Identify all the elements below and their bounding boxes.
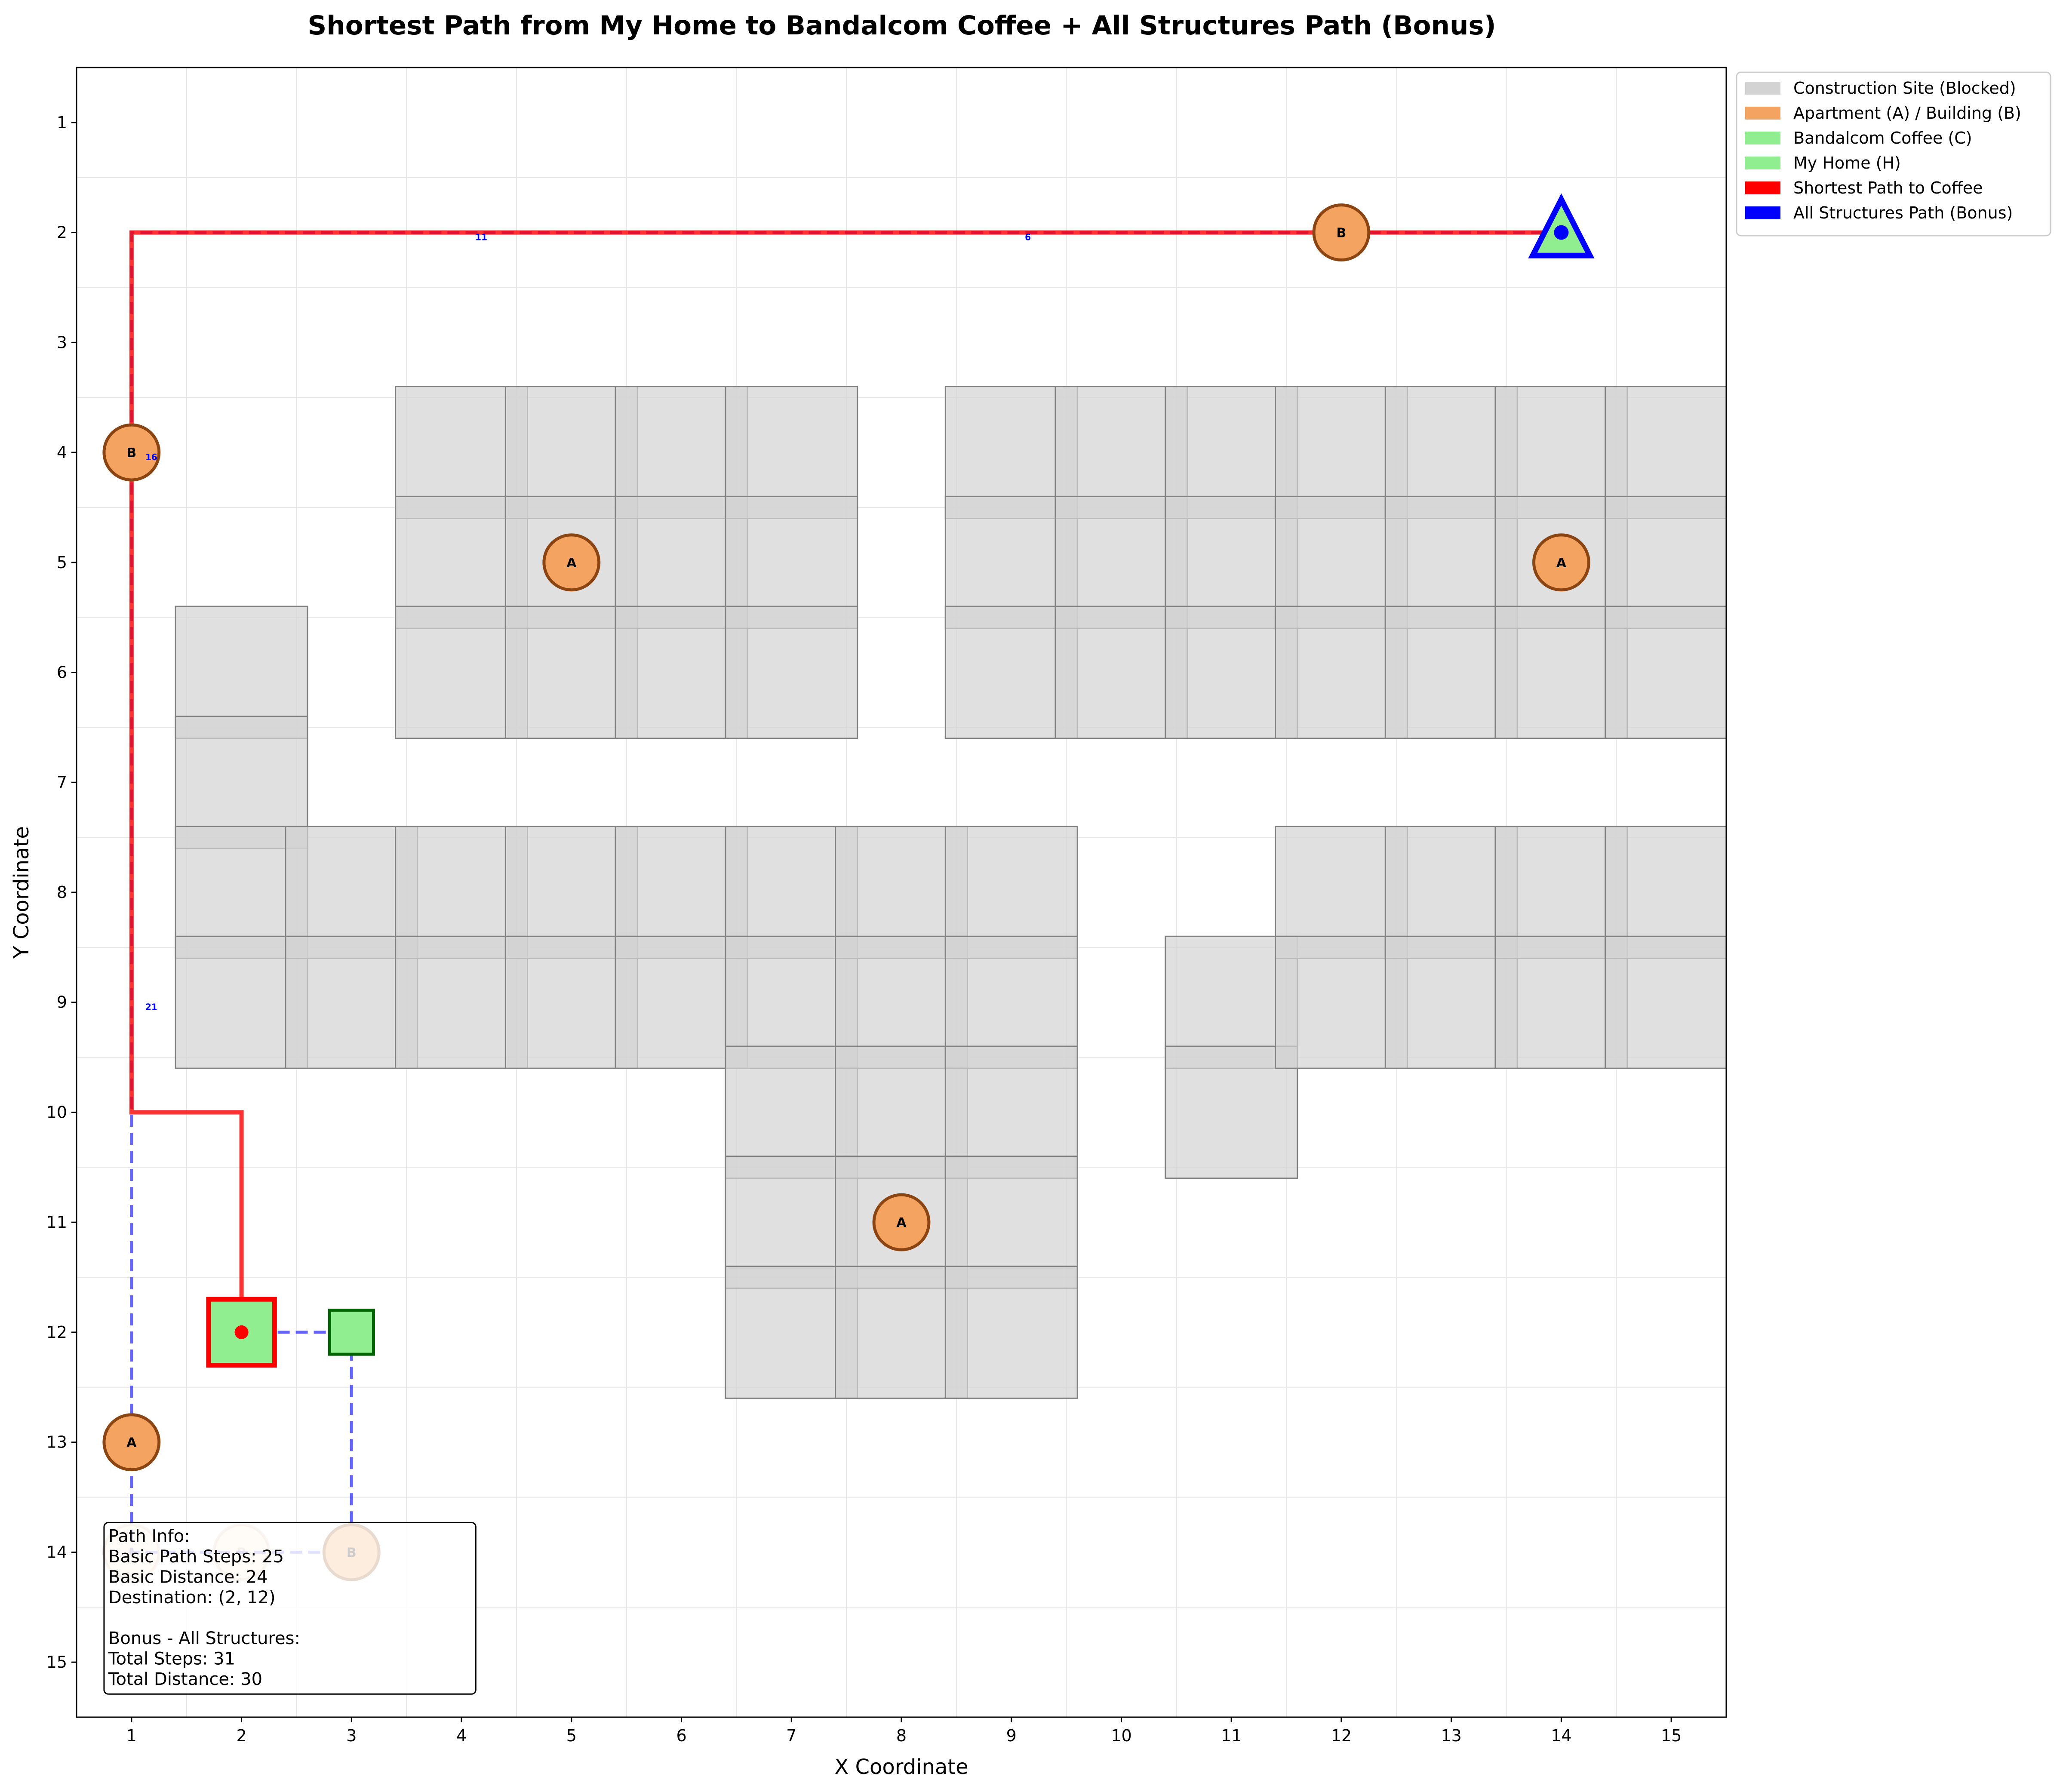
apartment-icon: [1532, 533, 1590, 592]
x-axis-ticks: 1 2 3 4 5 6 7 8 9 10 11 12 13 14 15: [126, 1717, 1682, 1745]
y-tick-label: 8: [57, 883, 67, 902]
y-tick-label: 6: [57, 663, 67, 682]
legend-swatch: [1745, 82, 1780, 95]
y-tick-label: 14: [46, 1543, 67, 1561]
x-tick-label: 14: [1551, 1726, 1571, 1745]
x-tick-label: 4: [456, 1726, 467, 1745]
x-tick-label: 15: [1661, 1726, 1682, 1745]
home-dot: [1554, 225, 1569, 240]
legend: Construction Site (Blocked) Apartment (A)…: [1736, 71, 2051, 237]
info-line: Path Info:: [108, 1526, 190, 1546]
x-tick-label: 11: [1221, 1726, 1242, 1745]
x-tick-label: 8: [896, 1726, 907, 1745]
legend-swatch: [1745, 157, 1780, 169]
y-tick-label: 1: [57, 113, 67, 132]
construction-site: [1605, 935, 1727, 1069]
chart-title: Shortest Path from My Home to Bandalcom …: [307, 10, 1496, 41]
construction-site: [725, 606, 858, 739]
y-tick-label: 2: [57, 223, 67, 242]
info-line: Total Steps: 31: [108, 1649, 235, 1669]
legend-label: Construction Site (Blocked): [1793, 79, 2016, 98]
y-tick-label: 12: [46, 1323, 67, 1342]
step-label: 21: [145, 1002, 157, 1012]
apartment-icon: [872, 1193, 931, 1251]
legend-label: All Structures Path (Bonus): [1793, 203, 2013, 222]
y-tick-label: 7: [57, 773, 67, 792]
x-axis-label: X Coordinate: [834, 1755, 968, 1779]
y-tick-label: 13: [46, 1433, 67, 1452]
x-tick-label: 3: [346, 1726, 357, 1745]
x-tick-label: 2: [237, 1726, 247, 1745]
x-tick-label: 1: [126, 1726, 137, 1745]
legend-label: Bandalcom Coffee (C): [1793, 129, 1972, 148]
legend-swatch: [1745, 206, 1780, 219]
building-icon: [1312, 203, 1371, 262]
y-axis-label: Y Coordinate: [9, 826, 34, 959]
coffee-icon: [328, 1309, 375, 1356]
y-tick-label: 4: [57, 443, 67, 462]
x-tick-label: 5: [566, 1726, 577, 1745]
legend-label: Apartment (A) / Building (B): [1793, 104, 2021, 123]
building-icon: [102, 423, 161, 482]
x-tick-label: 6: [676, 1726, 686, 1745]
structure-label: A: [566, 556, 577, 571]
y-tick-label: 10: [46, 1103, 67, 1122]
legend-swatch: [1745, 107, 1780, 120]
structure-label: A: [126, 1435, 137, 1451]
structure-label: A: [896, 1215, 907, 1230]
info-line: Basic Path Steps: 25: [108, 1547, 284, 1567]
x-tick-label: 7: [786, 1726, 796, 1745]
structure-label: A: [1556, 556, 1567, 571]
info-line: Destination: (2, 12): [108, 1588, 276, 1608]
apartment-icon: [102, 1413, 161, 1472]
step-label: 6: [1025, 232, 1031, 243]
shortest-path: [129, 230, 1562, 1332]
destination-dot: [234, 1325, 249, 1339]
y-tick-label: 5: [57, 553, 67, 572]
info-line: Total Distance: 30: [108, 1669, 262, 1689]
construction-site: [1605, 606, 1727, 739]
info-box-frame: [103, 1522, 477, 1695]
step-labels: 6 11 16 21: [145, 232, 1031, 1012]
x-tick-label: 13: [1441, 1726, 1461, 1745]
x-tick-label: 10: [1111, 1726, 1131, 1745]
legend-label: Shortest Path to Coffee: [1793, 178, 1983, 197]
info-line: Basic Distance: 24: [108, 1567, 268, 1587]
legend-swatch: [1745, 132, 1780, 144]
y-tick-label: 3: [57, 333, 67, 352]
y-tick-label: 11: [46, 1213, 67, 1232]
x-tick-label: 12: [1331, 1726, 1352, 1745]
structure-label: B: [1336, 226, 1346, 241]
x-tick-label: 9: [1006, 1726, 1017, 1745]
legend-label: My Home (H): [1793, 154, 1901, 172]
structure-label: B: [126, 446, 136, 461]
construction-site: [944, 1265, 1078, 1399]
construction-sites: [175, 386, 1727, 1399]
legend-frame: [1736, 71, 2051, 237]
apartment-icon: [542, 533, 601, 592]
y-tick-label: 9: [57, 993, 67, 1012]
step-label: 11: [475, 232, 487, 243]
legend-swatch: [1745, 181, 1780, 194]
y-tick-label: 15: [46, 1653, 67, 1672]
step-label: 16: [145, 452, 157, 462]
info-line: Bonus - All Structures:: [108, 1629, 300, 1648]
